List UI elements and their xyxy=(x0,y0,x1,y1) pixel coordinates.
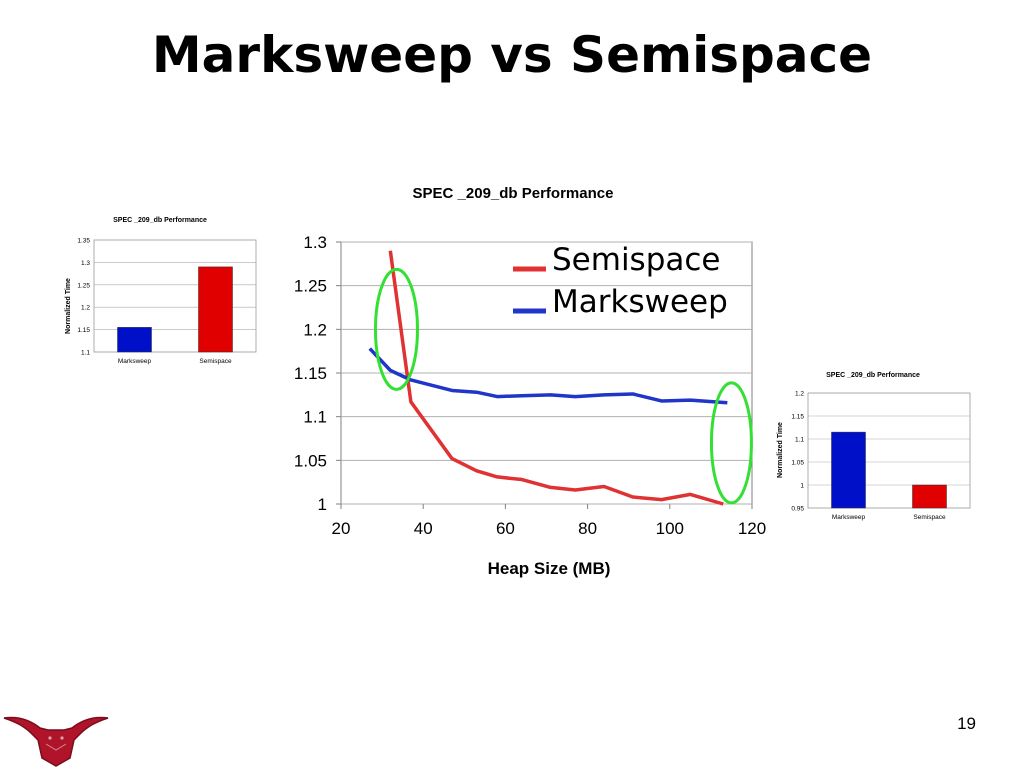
main-ytick-label: 1.05 xyxy=(294,451,327,470)
main-ytick-label: 1.3 xyxy=(303,233,327,252)
left-bar-chart-svg: SPEC _209_db Performance Normalized Time… xyxy=(65,217,257,365)
right-ytick-label: 0.95 xyxy=(791,506,804,513)
right-ytick-label: 1.05 xyxy=(791,460,804,467)
legend-label-semispace: Semispace xyxy=(552,242,721,278)
right-bar-semispace xyxy=(912,484,947,509)
right-ytick-label: 1.1 xyxy=(795,437,804,444)
left-bar-marksweep xyxy=(117,327,152,353)
left-ytick-label: 1.15 xyxy=(77,327,90,334)
right-bar-chart-svg: SPEC _209_db Performance Normalized Time… xyxy=(777,372,971,521)
main-chart-title: SPEC _209_db Performance xyxy=(413,185,614,202)
longhorn-logo-icon xyxy=(0,700,112,768)
series-line-semispace xyxy=(388,250,724,506)
left-category-label: Marksweep xyxy=(118,358,152,365)
left-ytick-label: 1.3 xyxy=(81,260,90,267)
main-ytick-label: 1.1 xyxy=(303,408,327,427)
page-number: 19 xyxy=(957,714,976,733)
slide-title: Marksweep vs Semispace xyxy=(151,26,873,84)
main-xtick-label: 60 xyxy=(496,519,515,538)
left-bar-chart: SPEC _209_db Performance Normalized Time… xyxy=(50,210,260,375)
main-ytick-label: 1.15 xyxy=(294,364,327,383)
right-chart-ylabel: Normalized Time xyxy=(777,422,784,478)
legend-label-marksweep: Marksweep xyxy=(552,284,728,320)
left-ytick-label: 1.25 xyxy=(77,282,90,289)
main-xtick-label: 100 xyxy=(656,519,684,538)
right-bar-marksweep xyxy=(831,431,866,509)
right-ytick-label: 1 xyxy=(800,483,804,490)
main-xtick-label: 40 xyxy=(414,519,433,538)
highlight-ellipse-crossover xyxy=(373,267,419,391)
right-ytick-label: 1.15 xyxy=(791,414,804,421)
left-chart-title: SPEC _209_db Performance xyxy=(113,217,207,224)
main-ytick-label: 1.2 xyxy=(303,320,327,339)
main-ytick-label: 1.25 xyxy=(294,277,327,296)
right-ytick-label: 1.2 xyxy=(795,391,804,398)
main-xtick-label: 80 xyxy=(578,519,597,538)
right-category-label: Semispace xyxy=(913,514,946,521)
left-chart-ylabel: Normalized Time xyxy=(65,278,72,334)
right-bar-chart: SPEC _209_db Performance Normalized Time… xyxy=(770,365,980,530)
series-line-marksweep xyxy=(368,347,728,405)
left-ytick-label: 1.1 xyxy=(81,350,90,357)
right-category-label: Marksweep xyxy=(832,514,866,521)
main-chart-xlabel: Heap Size (MB) xyxy=(488,559,611,578)
main-line-chart-svg: SPEC _209_db Performance Heap Size (MB) … xyxy=(294,185,766,578)
right-chart-title: SPEC _209_db Performance xyxy=(826,372,920,379)
main-line-chart: SPEC _209_db Performance Heap Size (MB) … xyxy=(280,175,770,585)
left-ytick-label: 1.2 xyxy=(81,305,90,312)
main-ytick-label: 1 xyxy=(318,495,327,514)
main-xtick-label: 20 xyxy=(332,519,351,538)
left-category-label: Semispace xyxy=(199,358,232,365)
left-bar-semispace xyxy=(198,266,233,353)
main-xtick-label: 120 xyxy=(738,519,766,538)
highlight-ellipse-large-heap xyxy=(709,381,753,505)
left-ytick-label: 1.35 xyxy=(77,238,90,245)
